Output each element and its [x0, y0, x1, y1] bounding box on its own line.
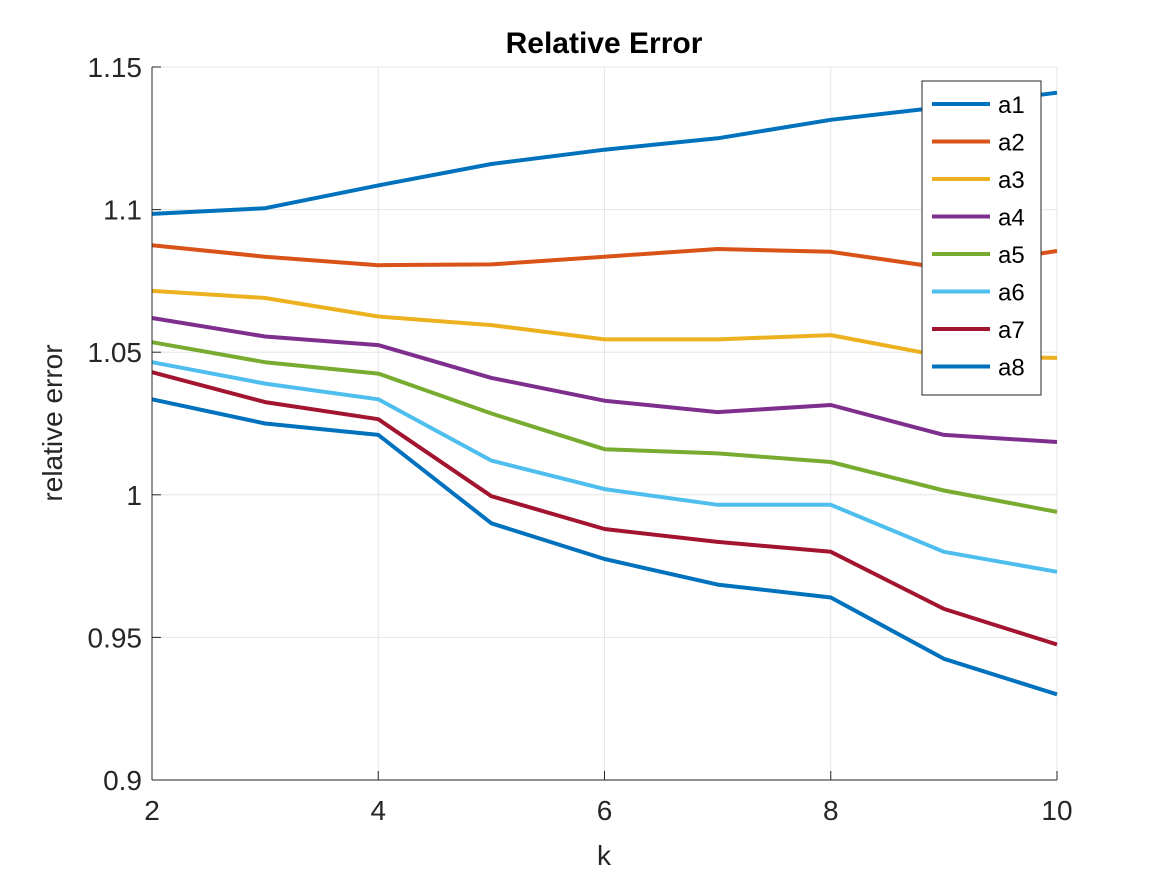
- y-tick-label: 0.95: [88, 622, 143, 653]
- series-line-a2: [151, 243, 1058, 271]
- series-line-a8: [151, 397, 1058, 697]
- y-tick-label: 1.1: [103, 195, 142, 226]
- y-tick-label: 0.9: [103, 765, 142, 796]
- series-line-a6: [151, 360, 1058, 574]
- legend-label-a4: a4: [998, 205, 1025, 232]
- legend-box: [921, 80, 1042, 396]
- grid: [151, 66, 1058, 781]
- y-tick-label: 1.05: [88, 337, 143, 368]
- legend-label-a7: a7: [998, 317, 1025, 344]
- x-axis-label: k: [597, 840, 612, 871]
- legend-label-a6: a6: [998, 280, 1025, 307]
- series-line-a5: [151, 340, 1058, 514]
- axes: [151, 66, 1058, 781]
- series-line-a7: [151, 370, 1058, 647]
- y-tick-label: 1.15: [88, 52, 143, 83]
- legend-label-a3: a3: [998, 167, 1025, 194]
- legend: a1 a2 a3 a4 a5 a6 a7 a8: [921, 80, 1042, 396]
- x-tick-label: 4: [370, 795, 386, 826]
- legend-label-a1: a1: [998, 92, 1025, 119]
- series-lines: [151, 90, 1058, 697]
- series-line-a4: [151, 316, 1058, 444]
- legend-label-a8: a8: [998, 355, 1025, 382]
- series-line-a1: [151, 90, 1058, 216]
- y-axis-label: relative error: [37, 344, 68, 501]
- x-tick-label: 2: [144, 795, 160, 826]
- chart-title: Relative Error: [506, 27, 703, 60]
- tick-labels: 2 4 6 8 10 0.9 0.95 1 1.05 1.1 1.15: [88, 52, 1073, 826]
- y-tick-label: 1: [126, 480, 142, 511]
- legend-label-a2: a2: [998, 130, 1025, 157]
- series-line-a3: [151, 288, 1058, 360]
- x-tick-label: 10: [1041, 795, 1072, 826]
- x-tick-label: 6: [597, 795, 613, 826]
- x-tick-label: 8: [823, 795, 839, 826]
- legend-label-a5: a5: [998, 242, 1025, 269]
